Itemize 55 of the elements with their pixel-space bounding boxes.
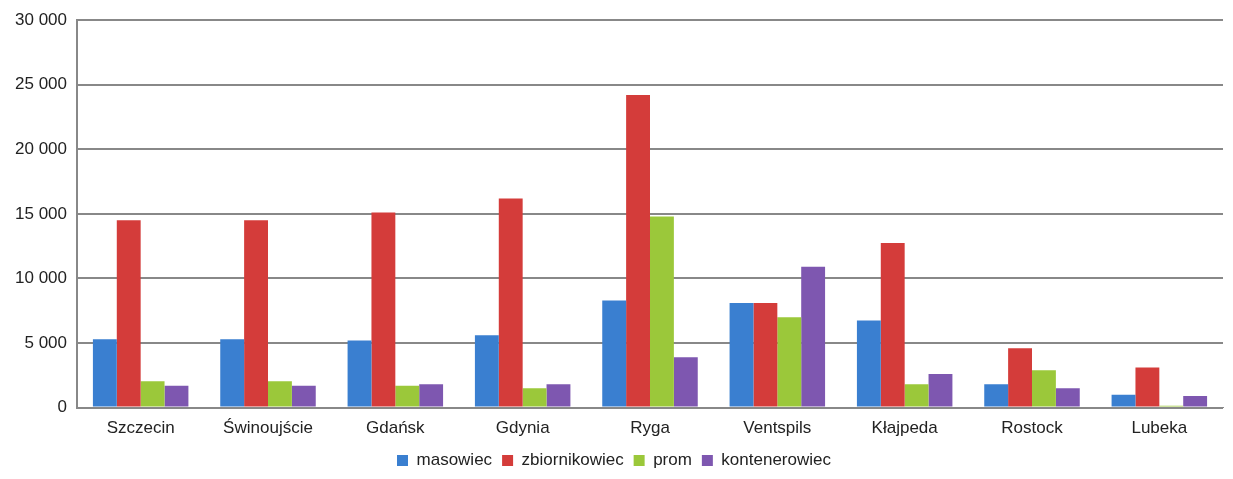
legend-label: kontenerowiec	[721, 450, 832, 470]
bar	[371, 212, 396, 407]
y-tick-label: 30 000	[15, 9, 67, 29]
x-tick-label: Rostock	[1001, 418, 1064, 438]
y-tick-label: 25 000	[15, 74, 67, 94]
bar	[904, 384, 929, 407]
bar	[602, 300, 627, 407]
bar	[347, 340, 372, 407]
bar	[268, 381, 292, 407]
bar	[777, 317, 802, 407]
bar	[753, 303, 778, 407]
x-tick-label: Kłajpeda	[871, 418, 939, 438]
bar	[498, 198, 523, 407]
bar	[244, 220, 268, 407]
x-tick-label: Ryga	[630, 418, 671, 438]
legend-label: prom	[653, 450, 692, 470]
y-tick-label: 0	[57, 397, 67, 417]
bar	[291, 385, 316, 407]
bar	[928, 374, 953, 407]
bar	[1055, 388, 1080, 407]
bar	[546, 384, 571, 407]
bar	[474, 335, 499, 407]
y-tick-label: 5 000	[24, 332, 67, 352]
x-tick-label: Ventspils	[743, 418, 812, 438]
x-tick-label: Szczecin	[106, 418, 175, 438]
bar	[116, 220, 141, 407]
legend-label: masowiec	[416, 450, 493, 470]
bar	[984, 384, 1009, 407]
bar	[395, 385, 420, 407]
bar	[673, 357, 698, 407]
bar	[522, 388, 547, 407]
bar	[1183, 395, 1208, 407]
bar	[729, 303, 754, 407]
bar	[856, 320, 881, 407]
bar	[1008, 348, 1032, 407]
x-tick-label: Gdynia	[495, 418, 551, 438]
bar	[880, 242, 905, 407]
bar	[419, 384, 444, 407]
y-tick-label: 10 000	[15, 268, 67, 288]
bar	[220, 339, 245, 407]
y-tick-label: 20 000	[15, 139, 67, 159]
bar	[92, 339, 117, 407]
bar	[140, 381, 165, 407]
legend-label: zbiornikowiec	[521, 450, 625, 470]
x-tick-label: Świnoujście	[223, 418, 313, 438]
x-tick-label: Gdańsk	[366, 418, 426, 438]
bar	[164, 385, 189, 407]
x-tick-label: Lubeka	[1131, 418, 1188, 438]
bar	[1111, 394, 1136, 407]
bar	[626, 95, 650, 407]
y-tick-label: 15 000	[15, 203, 67, 223]
bar	[1135, 367, 1160, 407]
bar	[650, 216, 674, 407]
bar	[1032, 370, 1056, 407]
bar	[801, 266, 826, 407]
